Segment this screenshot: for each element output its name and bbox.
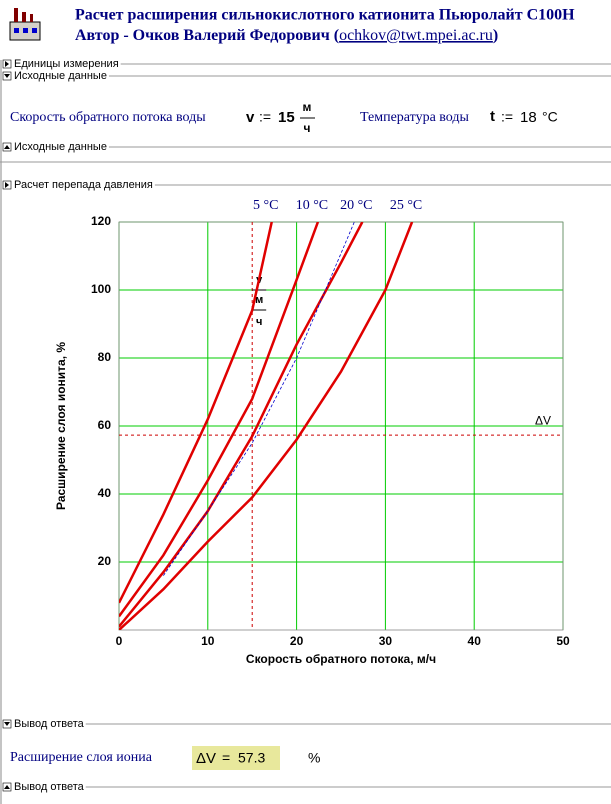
temp-var: t	[490, 108, 495, 125]
h-marker-label: ΔV	[535, 413, 551, 427]
x-tick-label: 50	[556, 634, 570, 648]
assign: :=	[259, 109, 271, 125]
y-tick-label: 60	[98, 418, 112, 432]
series-line	[119, 222, 414, 630]
author: Автор - Очков Валерий Федорович (	[75, 27, 339, 44]
v-marker-unit: м	[255, 294, 263, 306]
author-line: Автор - Очков Валерий Федорович (ochkov@…	[75, 27, 498, 44]
x-tick-label: 30	[379, 634, 393, 648]
toggle-arrow	[4, 722, 10, 726]
series-label: 25 °C	[390, 198, 422, 213]
toggle-arrow	[4, 74, 10, 78]
plot-frame	[118, 221, 564, 631]
v-marker-unit: ч	[256, 316, 262, 328]
region-title: Расчет перепада давления	[14, 179, 153, 191]
y-axis-label: Расширение слоя ионита, %	[54, 342, 68, 510]
x-tick-label: 0	[116, 634, 123, 648]
result-highlight	[192, 746, 280, 770]
toggle-arrow	[4, 785, 10, 789]
result-var: ΔV	[196, 750, 216, 767]
toggle-arrow	[5, 61, 9, 67]
result-eq: =	[222, 750, 230, 766]
series-line	[119, 222, 320, 618]
region-title: Исходные данные	[14, 70, 107, 82]
y-tick-label: 120	[91, 214, 111, 228]
speed-label: Скорость обратного потока воды	[10, 110, 206, 125]
series-label: 5 °C	[253, 198, 278, 213]
toggle-arrow	[4, 145, 10, 149]
y-tick-label: 20	[98, 554, 112, 568]
series-line	[163, 222, 355, 576]
x-axis-label: Скорость обратного потока, м/ч	[246, 652, 436, 666]
temp-assign: :=	[501, 109, 513, 125]
x-tick-label: 40	[468, 634, 482, 648]
speed-var: v	[246, 109, 255, 126]
y-tick-label: 80	[98, 350, 112, 364]
unit-bottom: ч	[304, 121, 311, 135]
series-label: 20 °C	[340, 198, 372, 213]
x-tick-label: 20	[290, 634, 304, 648]
series-line	[119, 222, 364, 628]
series-label: 10 °C	[296, 198, 328, 213]
logo	[9, 8, 41, 41]
region-title: Вывод ответа	[14, 781, 85, 793]
temp-label: Температура воды	[360, 110, 470, 125]
title: Расчет расширения сильнокислотного катио…	[75, 7, 575, 24]
region-title: Исходные данные	[14, 141, 107, 153]
result-unit: %	[308, 750, 320, 766]
result-label: Расширение слоя иониа	[10, 750, 153, 765]
temp-value: 18	[520, 109, 537, 126]
y-tick-label: 100	[91, 282, 111, 296]
region-title: Единицы измерения	[14, 58, 119, 70]
toggle-arrow	[5, 182, 9, 188]
unit-top: м	[303, 100, 312, 114]
y-tick-label: 40	[98, 486, 112, 500]
author-end: )	[493, 27, 498, 44]
x-tick-label: 10	[201, 634, 215, 648]
email[interactable]: ochkov@twt.mpei.ac.ru	[339, 27, 493, 44]
region-title: Вывод ответа	[14, 718, 85, 730]
temp-unit: °C	[542, 109, 558, 125]
series-line	[119, 222, 273, 604]
result-value: 57.3	[238, 750, 265, 766]
speed-value: 15	[278, 109, 295, 126]
